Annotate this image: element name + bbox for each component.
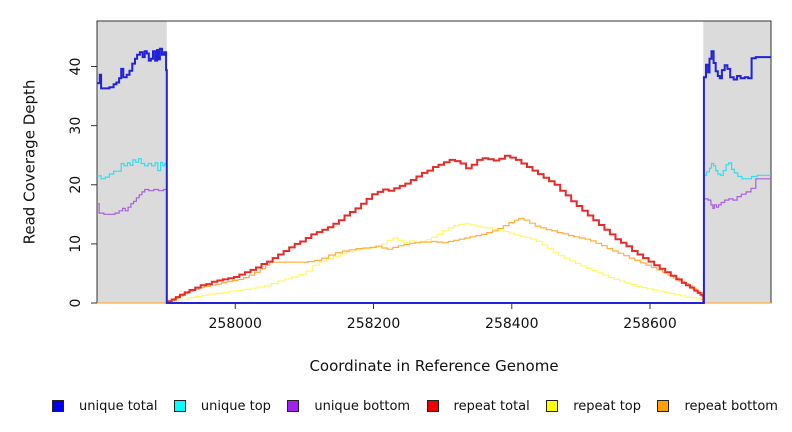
legend-swatch-repeat-total [426,400,439,412]
legend-item-unique-top: unique top [173,398,271,414]
series-line-repeat-top [166,223,704,304]
legend-swatch-unique-total [52,400,64,412]
legend-label: repeat total [453,398,530,414]
legend-swatch-repeat-top [546,400,559,412]
legend-swatch-repeat-bottom [657,400,670,412]
y-tick-label: 20 [68,176,84,194]
legend-item-repeat-top: repeat top [546,399,641,414]
x-tick-label: 258000 [209,316,262,332]
legend-swatch-unique-bottom [287,400,300,412]
legend: unique total unique top unique bottom repea… [0,393,792,419]
series-line-unique-total [97,47,771,304]
y-tick-label: 40 [68,58,84,76]
legend-label: unique top [200,398,271,414]
series-layer [97,47,771,304]
series-line-unique-top [97,158,771,304]
legend-item-unique-bottom: unique bottom [287,399,410,414]
series-line-repeat-bottom [97,217,771,304]
legend-swatch-unique-top [173,400,186,412]
x-axis-label: Coordinate in Reference Genome [309,357,558,375]
legend-label: unique total [79,398,158,414]
legend-label: unique bottom [314,398,411,414]
x-tick-label: 258600 [623,316,676,332]
legend-item-repeat-total: repeat total [426,398,530,414]
masked-region [703,21,771,303]
y-axis-label: Read Coverage Depth [21,80,39,245]
axis-layer: 258000 258200 258400 258600 0 10 20 30 40 [68,20,772,332]
legend-item-repeat-bottom: repeat bottom [657,399,778,414]
y-tick-label: 30 [68,117,84,135]
plot-box [96,20,772,304]
legend-label: repeat top [573,398,641,414]
masked-region-layer [97,21,771,303]
y-tick-label: 10 [68,235,84,253]
y-tick-label: 0 [68,299,84,308]
series-line-repeat-total [166,154,705,303]
x-tick-label: 258200 [347,316,400,332]
series-line-unique-bottom [97,178,771,304]
legend-label: repeat bottom [684,398,778,414]
legend-item-unique-total: unique total [52,399,157,414]
x-tick-label: 258400 [485,316,538,332]
